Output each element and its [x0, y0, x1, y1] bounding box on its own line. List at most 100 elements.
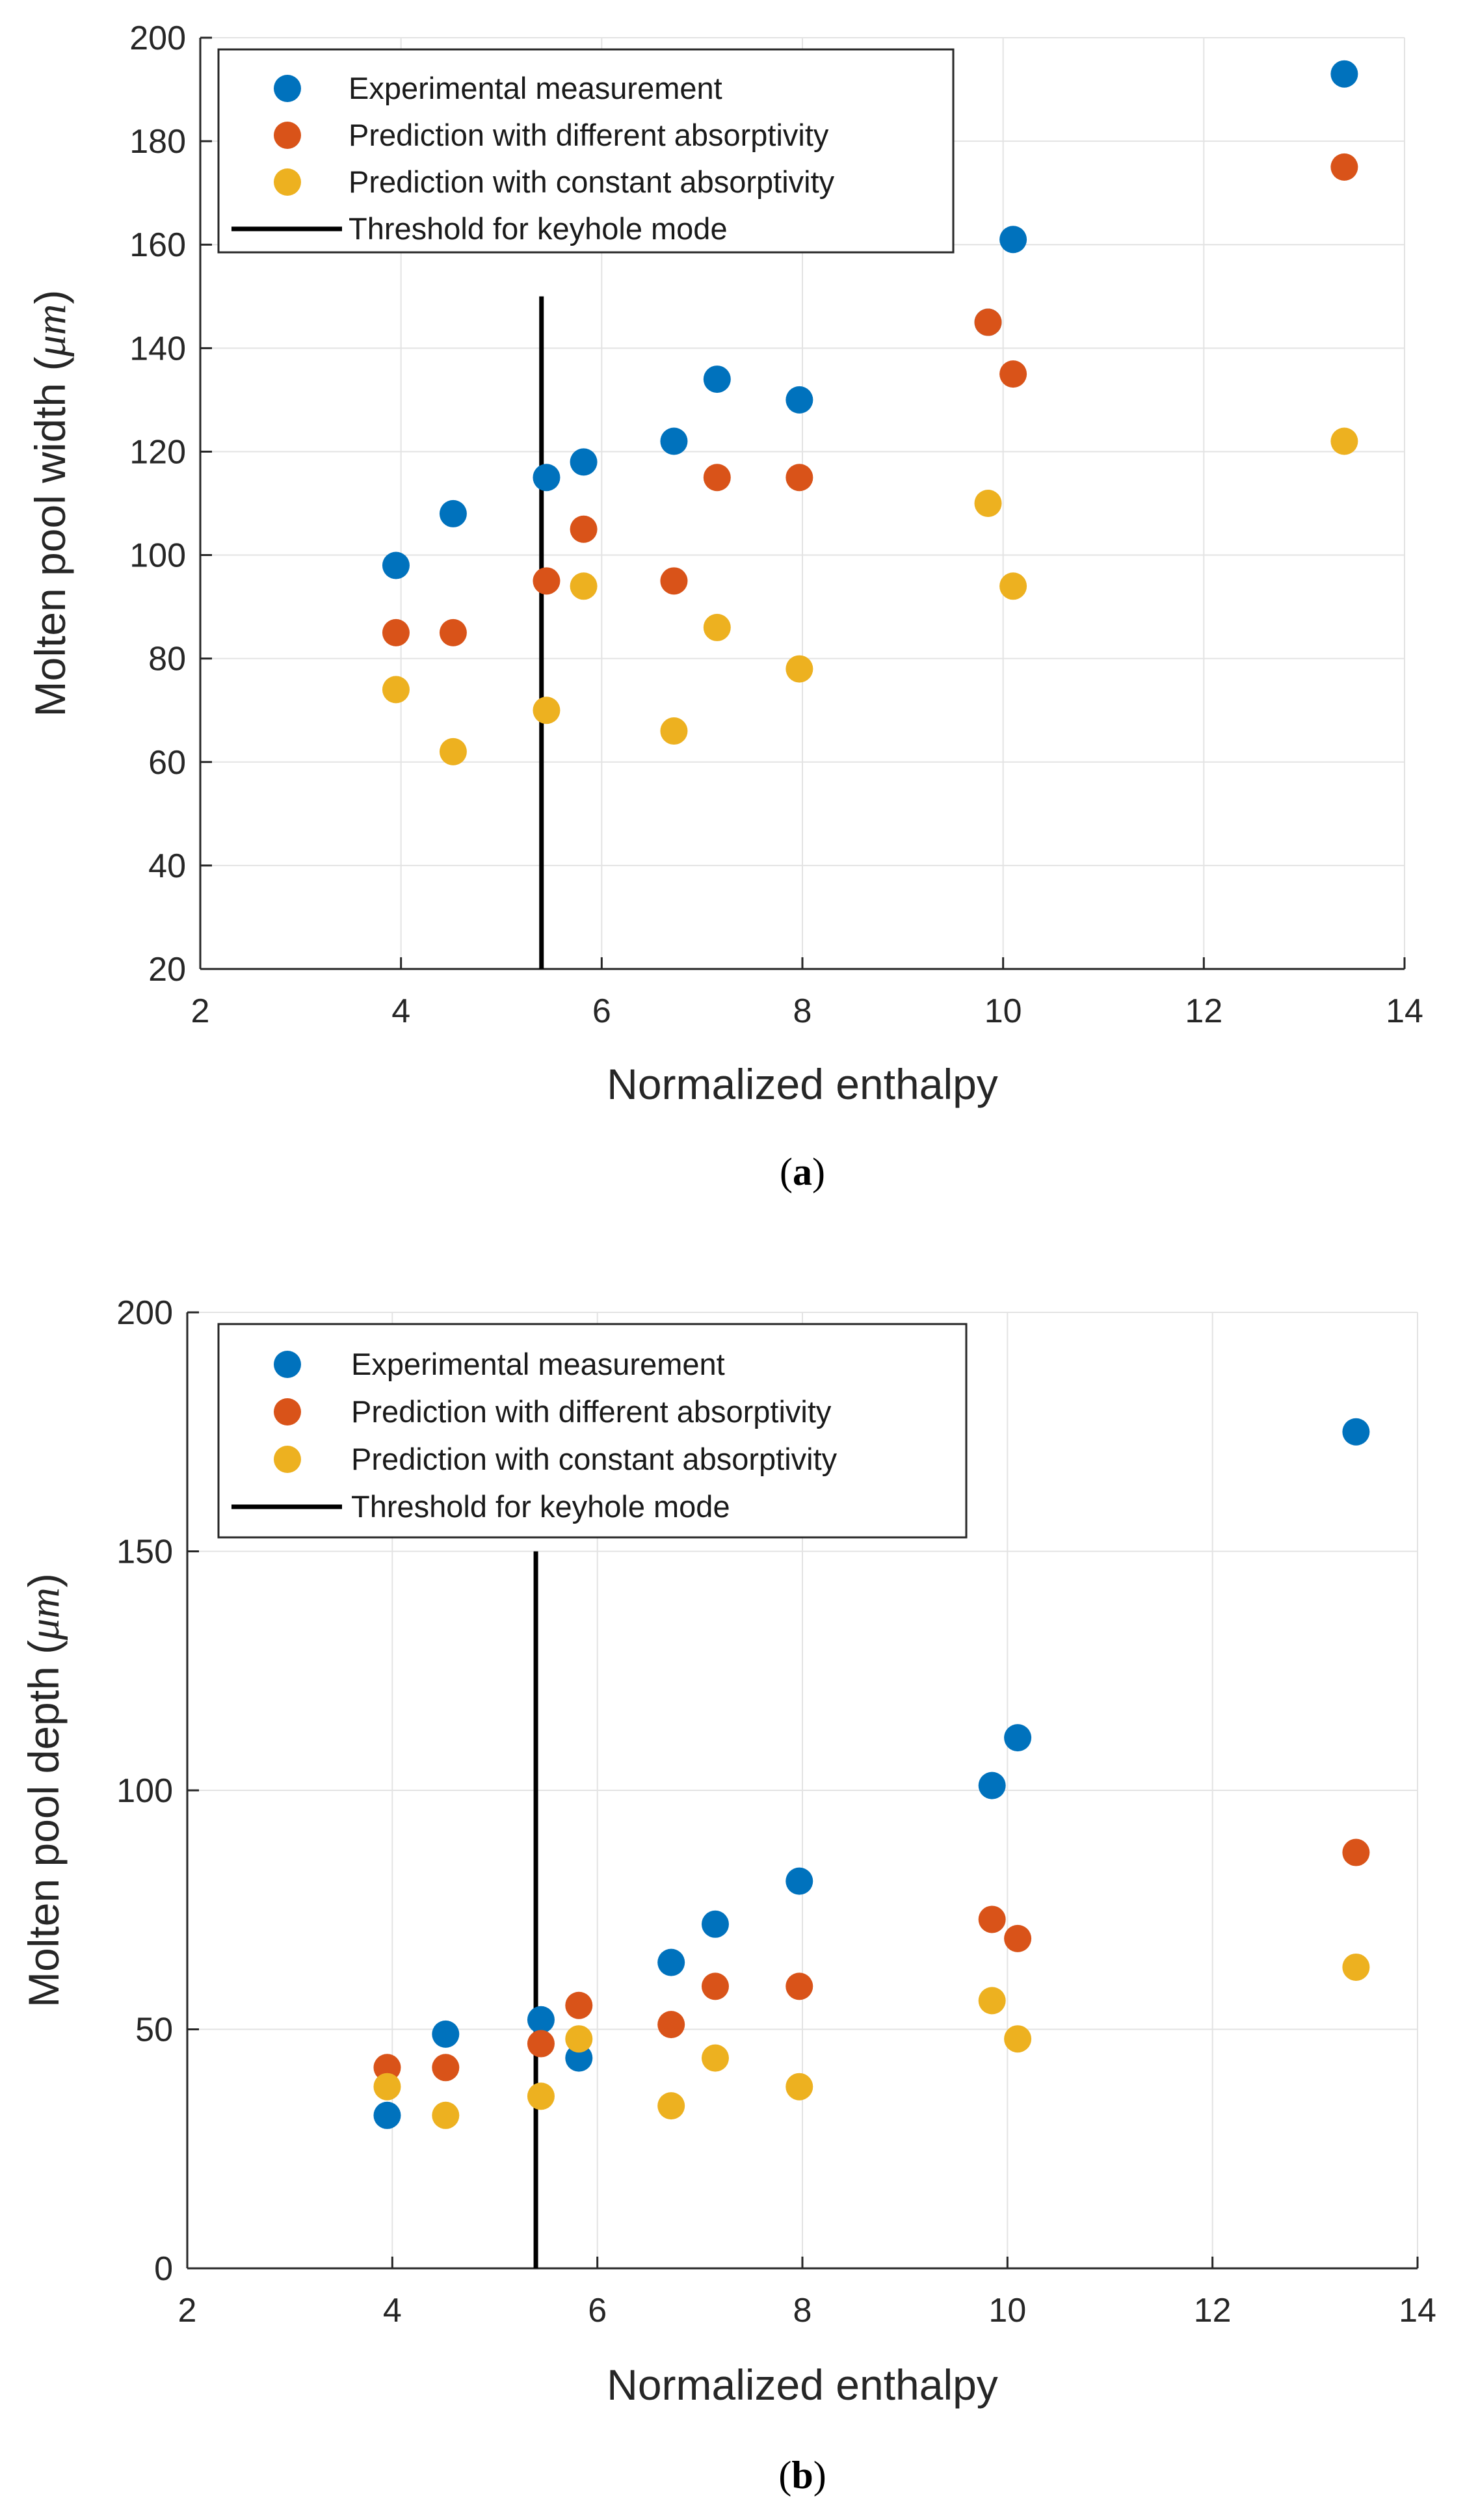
data-point	[999, 360, 1027, 388]
data-point	[701, 1972, 729, 2000]
data-point	[432, 2020, 460, 2048]
data-point	[373, 2101, 401, 2129]
x-tick-label: 10	[988, 2292, 1026, 2329]
data-point	[1342, 1418, 1370, 1446]
data-point	[701, 1910, 729, 1938]
data-point	[373, 2054, 401, 2082]
y-axis-label-suffix: )	[26, 290, 74, 304]
legend-box	[217, 48, 955, 254]
x-tick-label: 2	[178, 2292, 197, 2329]
data-point	[533, 464, 561, 492]
legend-entry: Prediction with constant absorptivity	[349, 165, 835, 199]
data-point	[570, 448, 598, 476]
data-point	[785, 2073, 813, 2101]
legend-marker	[274, 1398, 301, 1426]
series-1	[382, 153, 1358, 646]
x-tick-label: 8	[793, 2292, 812, 2329]
legend-entry: Threshold for keyhole mode	[349, 211, 728, 246]
y-tick-label: 140	[129, 330, 186, 367]
data-point	[660, 717, 688, 745]
data-point	[785, 386, 813, 414]
legend-marker	[274, 1446, 301, 1473]
data-point	[701, 2044, 729, 2072]
legend: Experimental measurement Prediction with …	[217, 1323, 968, 1539]
data-point	[703, 365, 731, 393]
caption-open-paren: (	[778, 2454, 791, 2497]
data-point	[978, 1987, 1006, 2015]
data-point	[382, 551, 410, 579]
legend-entry: Threshold for keyhole mode	[351, 1489, 730, 1524]
data-point	[785, 464, 813, 492]
y-tick-label: 50	[135, 2011, 173, 2049]
y-axis-label-prefix: Molten pool width (	[26, 356, 74, 717]
data-point	[439, 499, 467, 527]
data-point	[527, 2006, 555, 2034]
data-point	[978, 1771, 1006, 1799]
x-tick-label: 6	[592, 992, 611, 1030]
data-point	[657, 2011, 685, 2039]
legend-entry: Experimental measurement	[351, 1347, 725, 1381]
data-point	[703, 464, 731, 492]
data-point	[1330, 153, 1358, 181]
data-point	[570, 572, 598, 600]
x-tick-label: 2	[191, 992, 210, 1030]
data-point	[432, 2054, 460, 2082]
data-point	[565, 1991, 593, 2019]
x-tick-label: 12	[1185, 992, 1222, 1030]
y-tick-label: 120	[129, 433, 186, 471]
series-2	[373, 1953, 1370, 2129]
x-tick-label: 8	[793, 992, 812, 1030]
y-tick-label: 180	[129, 123, 186, 161]
data-point	[657, 1948, 685, 1976]
y-tick-label: 200	[116, 1294, 173, 1332]
data-point	[533, 567, 561, 595]
y-tick-label: 40	[148, 847, 186, 885]
data-point	[785, 1867, 813, 1895]
x-tick-label: 12	[1194, 2292, 1232, 2329]
data-point	[1330, 427, 1358, 455]
x-tick-label: 4	[391, 992, 410, 1030]
figure-caption: (a)	[780, 1150, 825, 1193]
y-tick-label: 0	[154, 2250, 173, 2288]
data-point	[533, 696, 561, 724]
caption-letter: b	[791, 2454, 813, 2497]
y-tick-label: 100	[116, 1772, 173, 1810]
data-point	[373, 2073, 401, 2101]
y-tick-label: 160	[129, 226, 186, 264]
series-2	[382, 427, 1358, 765]
legend-entry: Prediction with different absorptivity	[349, 118, 829, 152]
data-point	[703, 613, 731, 641]
data-point	[439, 618, 467, 646]
series-0	[382, 60, 1358, 579]
y-axis-label: Molten pool width (μm)	[26, 290, 75, 717]
y-tick-label: 150	[116, 1533, 173, 1571]
legend-marker	[274, 75, 301, 102]
data-point	[785, 1972, 813, 2000]
data-point	[974, 490, 1002, 517]
x-axis-label: Normalized enthalpy	[607, 1060, 998, 1108]
data-point	[527, 2030, 555, 2058]
data-point	[974, 308, 1002, 336]
legend-marker	[274, 122, 301, 149]
legend-entry: Prediction with constant absorptivity	[351, 1442, 838, 1476]
data-point	[439, 737, 467, 765]
x-tick-label: 10	[984, 992, 1022, 1030]
data-point	[565, 2044, 593, 2072]
y-tick-label: 200	[129, 20, 186, 57]
x-tick-label: 4	[383, 2292, 402, 2329]
data-point	[382, 618, 410, 646]
y-axis-label-suffix: )	[20, 1573, 68, 1587]
y-axis-label-prefix: Molten pool depth (	[20, 1640, 68, 2008]
x-tick-label: 14	[1399, 2292, 1436, 2329]
y-tick-label: 100	[129, 537, 186, 575]
caption-close-paren: )	[812, 1150, 825, 1193]
legend-marker	[274, 168, 301, 196]
data-point	[527, 2082, 555, 2110]
data-point	[999, 572, 1027, 600]
data-point	[1330, 60, 1358, 88]
data-point	[657, 2092, 685, 2120]
data-point	[999, 226, 1027, 254]
data-point	[1004, 1724, 1032, 1752]
legend-marker	[274, 1351, 301, 1378]
